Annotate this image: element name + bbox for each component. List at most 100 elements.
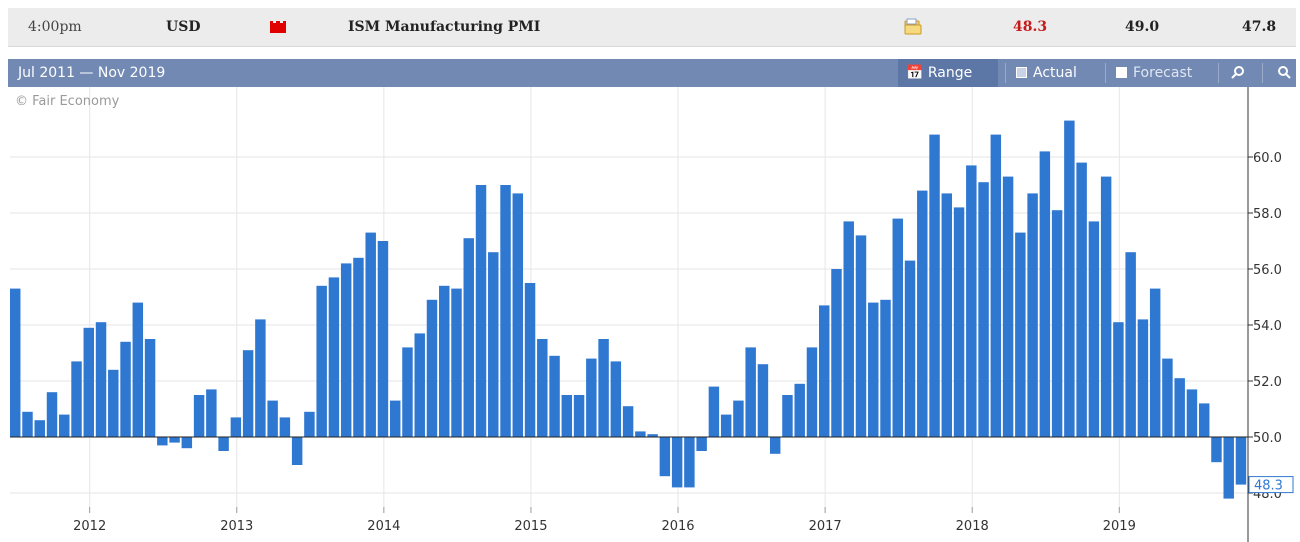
chart-bar [1113, 322, 1124, 437]
chart-bar [451, 288, 462, 437]
toolbar-divider [1262, 63, 1263, 83]
chart-bar [782, 395, 793, 437]
chart-bar [1088, 221, 1100, 437]
latest-value-label: 48.3 [1254, 479, 1283, 494]
chart-bar [1149, 288, 1161, 437]
chart-bar [439, 285, 450, 437]
chart-bar [304, 411, 315, 437]
chart-bar [340, 263, 352, 437]
toolbar-divider [1005, 63, 1006, 83]
event-time: 4:00pm [28, 19, 82, 35]
chart-bar [953, 207, 965, 437]
chart-bar [22, 411, 33, 437]
y-tick-label: 56.0 [1253, 263, 1282, 278]
chart-bar [95, 322, 107, 437]
chart-bars [10, 120, 1247, 499]
chart-bar [402, 347, 413, 437]
date-range-title: Jul 2011 — Nov 2019 [18, 65, 166, 81]
toolbar-divider [1105, 63, 1106, 83]
chart-bar [1027, 193, 1038, 437]
chart-bar [1211, 437, 1222, 463]
chart-bar [1002, 176, 1014, 437]
chart-bar [659, 437, 671, 477]
chart-bar [242, 350, 254, 437]
zoom-in-button[interactable] [1226, 59, 1250, 87]
forecast-toggle-label: Forecast [1133, 65, 1193, 81]
x-tick-label: 2017 [809, 519, 842, 534]
x-tick-label: 2018 [956, 519, 989, 534]
chart-bar [377, 241, 389, 437]
chart-bar [573, 395, 585, 437]
chart-bar [181, 437, 193, 449]
chart-bar [426, 299, 438, 437]
event-actual: 48.3 [1013, 19, 1048, 35]
chart-bar [279, 417, 291, 437]
chart-bar [475, 185, 487, 437]
event-forecast: 49.0 [1125, 19, 1160, 35]
forecast-checkbox[interactable] [1116, 67, 1127, 78]
chart-bar [769, 437, 781, 454]
folder-icon[interactable] [904, 18, 922, 36]
latest-value-box [1248, 476, 1294, 494]
chart-bar [414, 333, 425, 437]
x-tick-label: 2019 [1103, 519, 1136, 534]
chart-bar [10, 288, 21, 437]
y-axis: 48.050.052.054.056.058.060.0 [1248, 151, 1282, 502]
copyright-label: © Fair Economy [15, 94, 120, 109]
chart-bar [169, 437, 180, 443]
chart-bar [818, 305, 830, 437]
chart-bar [684, 437, 695, 488]
chart-bar [1076, 162, 1087, 437]
zoom-in-icon [1231, 66, 1244, 79]
chart-bar [537, 339, 548, 437]
chart-bar [978, 182, 989, 437]
chart-bar [757, 364, 769, 437]
range-button-label: Range [927, 65, 973, 81]
range-button[interactable]: 📅 Range [898, 59, 998, 87]
chart-toolbar: Jul 2011 — Nov 2019 📅 Range Actual Forec… [8, 59, 1296, 87]
chart-bar [929, 134, 940, 437]
chart-bar [990, 134, 1002, 437]
chart-bar [353, 257, 364, 437]
toolbar-divider [1218, 63, 1219, 83]
event-row[interactable]: 4:00pm USD ISM Manufacturing PMI 48.3 49… [8, 8, 1296, 47]
chart-bar [586, 358, 597, 437]
latest-value-marker: 48.3 [1248, 476, 1294, 494]
chart-bar [193, 395, 205, 437]
actual-toggle[interactable]: Actual [1012, 59, 1077, 87]
chart-bar [59, 414, 70, 437]
chart-bar [622, 406, 634, 437]
x-tick-label: 2016 [661, 519, 694, 534]
chart-bar [120, 341, 131, 437]
chart-bar [512, 193, 524, 437]
event-title[interactable]: ISM Manufacturing PMI [348, 19, 541, 35]
chart-bar [733, 400, 744, 437]
chart-bar [806, 347, 818, 437]
chart-bar [230, 417, 242, 437]
y-tick-label: 52.0 [1253, 375, 1282, 390]
chart-bar [291, 437, 303, 465]
chart-bar [1186, 389, 1198, 437]
chart-bar [108, 369, 119, 437]
zoom-out-button[interactable] [1272, 59, 1296, 87]
event-previous: 47.8 [1242, 19, 1277, 35]
y-tick-label: 60.0 [1253, 151, 1282, 166]
chart-bar [794, 383, 805, 437]
chart-bar [635, 431, 646, 437]
chart-bar [696, 437, 707, 451]
actual-checkbox[interactable] [1016, 67, 1027, 78]
chart-bar [892, 218, 903, 437]
pmi-bar-chart: 48.050.052.054.056.058.060.0 2012 2013 201… [10, 87, 1294, 542]
chart-bar [610, 361, 622, 437]
chart-bar [904, 260, 916, 437]
chart-bar [46, 392, 58, 437]
forecast-toggle[interactable]: Forecast [1112, 59, 1192, 87]
chart-bar [1137, 319, 1149, 437]
chart-bar [561, 395, 573, 437]
chart-bar [1162, 358, 1173, 437]
high-impact-icon [270, 21, 286, 33]
y-tick-label: 50.0 [1253, 431, 1282, 446]
chart-bar [316, 285, 327, 437]
chart-bar [549, 355, 560, 437]
x-tick-label: 2013 [220, 519, 253, 534]
